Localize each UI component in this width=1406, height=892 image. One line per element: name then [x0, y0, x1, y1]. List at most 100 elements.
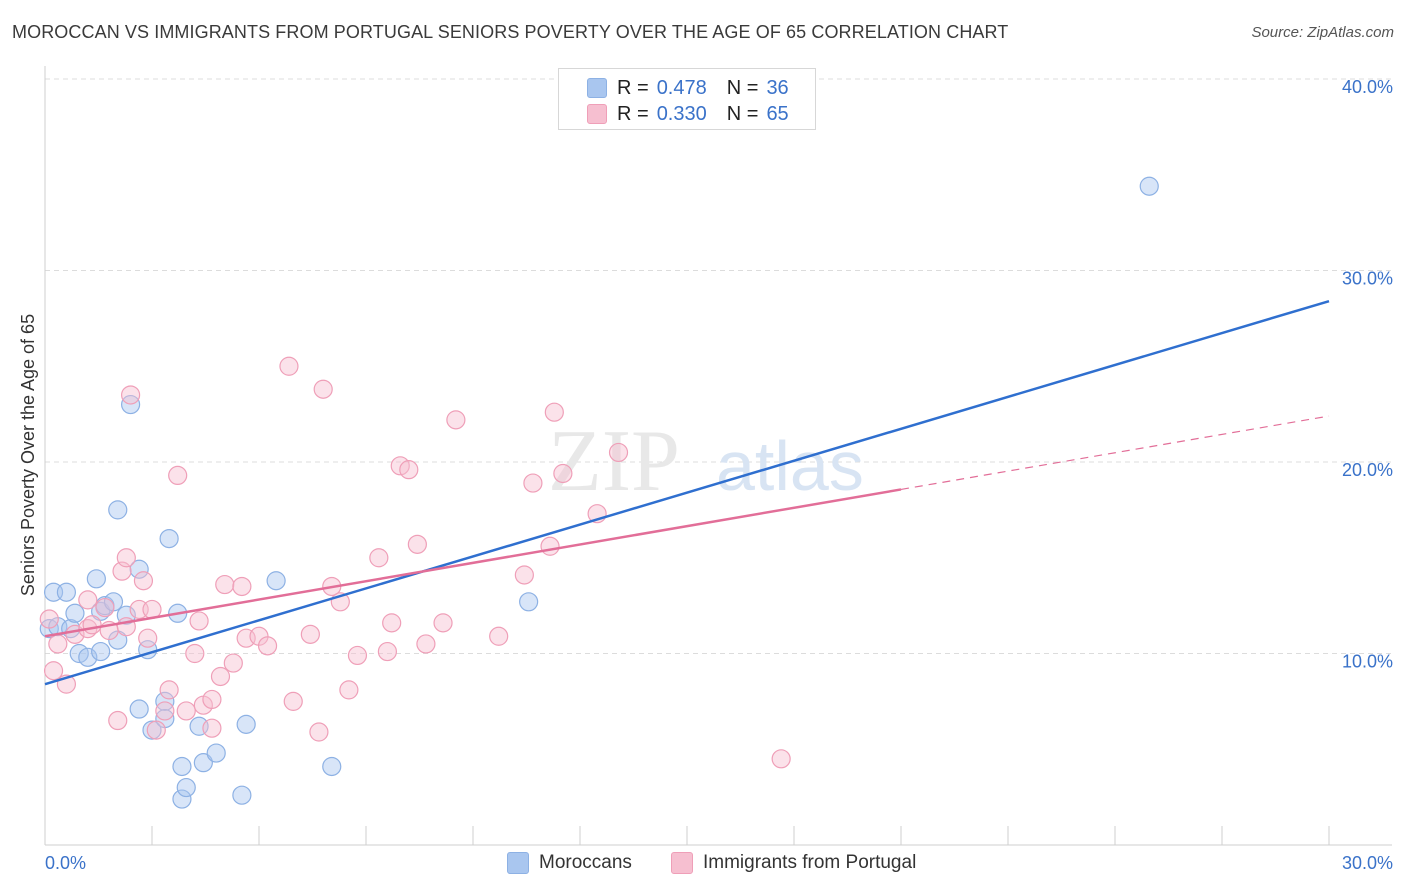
data-point — [608, 442, 629, 463]
legend-swatch-blue — [507, 852, 529, 874]
legend-swatch-pink — [671, 852, 693, 874]
data-point — [283, 691, 303, 711]
data-point — [133, 571, 154, 591]
grid — [45, 78, 1392, 654]
data-point — [382, 613, 402, 633]
n-label: N = — [726, 102, 759, 125]
data-point — [223, 653, 243, 673]
y-axis-label: Seniors Poverty Over the Age of 65 — [18, 314, 38, 596]
portugal-trend-extension — [900, 415, 1330, 491]
data-point — [257, 636, 278, 656]
y-tick-label: 10.0% — [1342, 652, 1393, 672]
data-point — [82, 615, 102, 635]
legend-row-moroccans: R = 0.478 N = 36 — [587, 75, 789, 101]
data-point — [339, 680, 359, 700]
data-point — [514, 565, 534, 585]
data-point — [159, 528, 179, 549]
data-point — [108, 710, 128, 731]
data-point — [146, 720, 166, 740]
legend-label: Immigrants from Portugal — [703, 852, 917, 873]
x-tick-label-min: 0.0% — [45, 853, 86, 873]
series-moroccans-points — [39, 176, 1159, 809]
data-point — [43, 661, 64, 681]
data-point — [78, 590, 98, 610]
data-point — [309, 722, 329, 742]
r-label: R = — [617, 76, 649, 99]
r-value: 0.330 — [656, 102, 707, 125]
legend-item-portugal: Immigrants from Portugal — [671, 852, 916, 874]
data-point — [232, 785, 252, 805]
data-point — [300, 624, 320, 644]
data-point — [236, 714, 256, 734]
data-point — [185, 643, 205, 664]
data-point — [193, 753, 213, 773]
data-point — [540, 536, 560, 556]
data-point — [377, 641, 397, 662]
data-point — [523, 473, 543, 493]
series-portugal-points — [39, 356, 791, 769]
portugal-trend — [44, 488, 902, 638]
data-point — [129, 559, 149, 579]
data-point — [553, 463, 573, 484]
data-point — [176, 777, 196, 798]
data-point — [155, 701, 175, 721]
data-point — [313, 379, 333, 399]
series-legend: Moroccans Immigrants from Portugal — [0, 852, 1406, 878]
legend-row-portugal: R = 0.330 N = 65 — [587, 101, 789, 127]
data-point — [206, 743, 226, 763]
correlation-legend: R = 0.478 N = 36 R = 0.330 N = 65 — [558, 68, 816, 130]
data-point — [771, 749, 791, 769]
data-point — [232, 576, 252, 597]
legend-label: Moroccans — [539, 852, 632, 873]
data-point — [56, 582, 77, 602]
data-point — [189, 611, 209, 631]
r-label: R = — [617, 102, 649, 125]
data-point — [489, 626, 509, 646]
y-tick-label: 30.0% — [1342, 269, 1393, 289]
data-point — [266, 571, 286, 591]
data-point — [142, 720, 162, 740]
data-point — [176, 701, 196, 721]
n-value: 65 — [766, 102, 789, 125]
data-point — [519, 592, 539, 612]
data-point — [407, 534, 427, 554]
data-point — [322, 756, 342, 777]
tick-labels: 10.0% 20.0% 30.0% 40.0% 0.0% 30.0% — [45, 77, 1393, 873]
data-point — [129, 699, 149, 719]
source-label: Source: ZipAtlas.com — [1251, 24, 1394, 41]
data-point — [202, 718, 222, 738]
data-point — [433, 613, 453, 633]
x-tick-label-max: 30.0% — [1342, 853, 1393, 873]
y-tick-label: 20.0% — [1342, 460, 1393, 480]
data-point — [369, 548, 389, 568]
data-point — [215, 574, 235, 595]
data-point — [544, 402, 564, 422]
data-point — [65, 603, 85, 623]
chart-title: MOROCCAN VS IMMIGRANTS FROM PORTUGAL SEN… — [12, 22, 1009, 42]
legend-swatch-pink — [587, 104, 607, 124]
data-point — [399, 460, 419, 480]
data-point — [416, 634, 436, 654]
y-tick-label: 40.0% — [1342, 77, 1393, 97]
watermark: ZIP atlas — [548, 413, 864, 510]
watermark-zip: ZIP — [548, 413, 680, 510]
data-point — [347, 645, 368, 666]
data-point — [172, 789, 192, 809]
legend-item-moroccans: Moroccans — [507, 852, 632, 874]
data-point — [1139, 176, 1159, 196]
legend-swatch-blue — [587, 78, 607, 98]
trend-lines — [44, 299, 1330, 686]
data-point — [202, 689, 222, 710]
r-value: 0.478 — [656, 76, 707, 99]
data-point — [86, 569, 106, 589]
data-point — [39, 609, 59, 629]
data-point — [91, 641, 111, 662]
data-point — [95, 597, 115, 618]
data-point — [446, 410, 466, 430]
data-point — [172, 756, 192, 777]
n-value: 36 — [766, 76, 789, 99]
data-point — [279, 356, 299, 376]
data-point — [116, 548, 136, 568]
data-point — [210, 666, 231, 687]
